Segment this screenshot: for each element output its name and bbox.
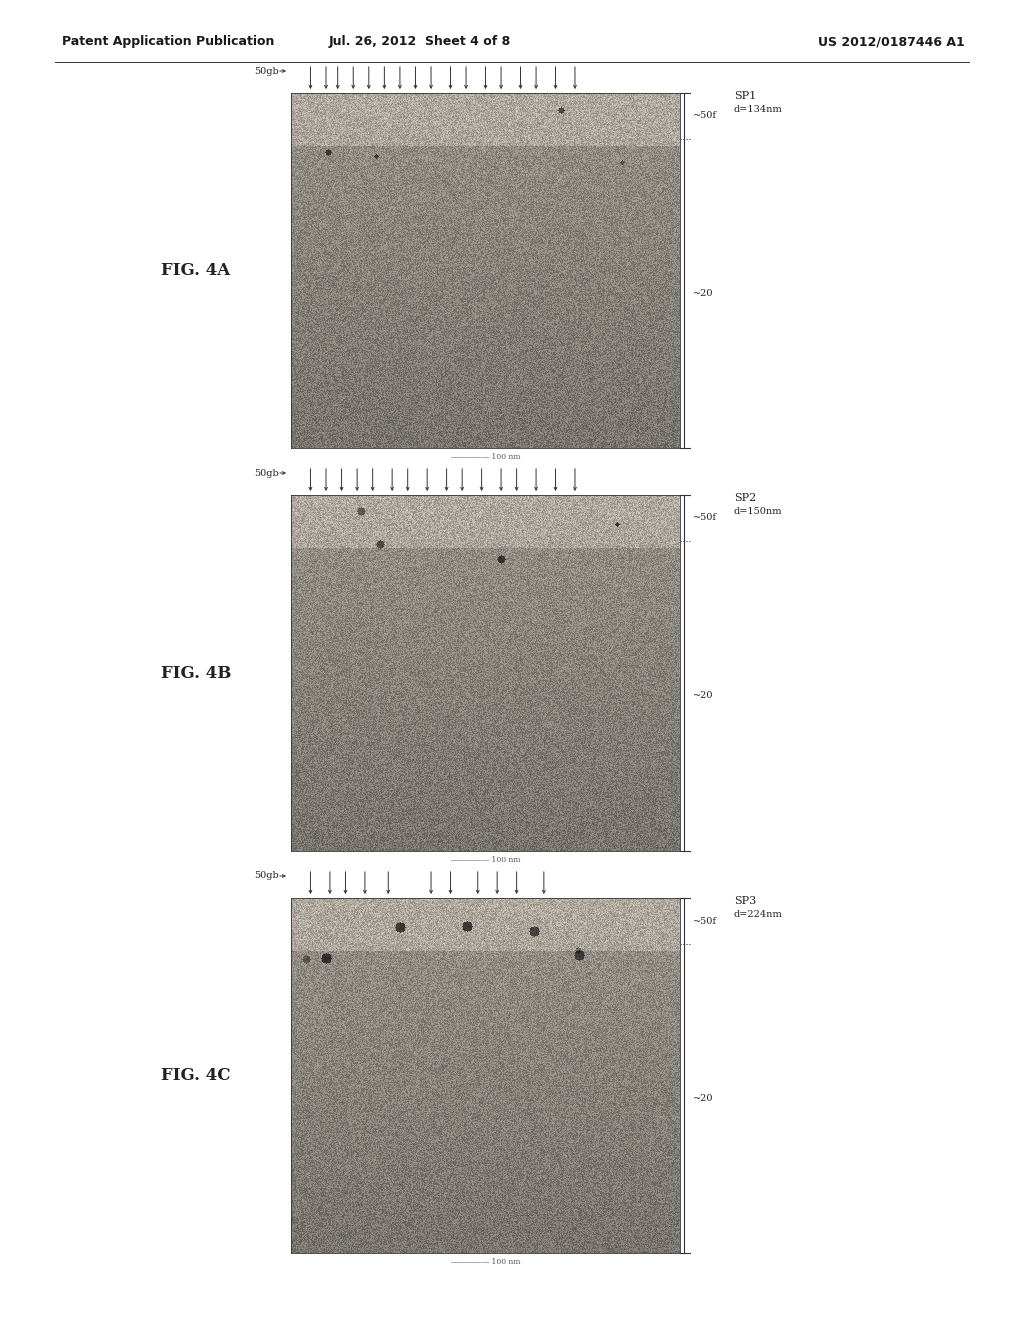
- Text: ~20: ~20: [693, 289, 714, 298]
- Text: ――――― 100 nm: ――――― 100 nm: [451, 1258, 520, 1266]
- Text: US 2012/0187446 A1: US 2012/0187446 A1: [817, 36, 965, 49]
- Text: Jul. 26, 2012  Sheet 4 of 8: Jul. 26, 2012 Sheet 4 of 8: [329, 36, 511, 49]
- Text: SP2: SP2: [734, 492, 757, 503]
- Text: ~20: ~20: [693, 1094, 714, 1104]
- Text: 50gb: 50gb: [254, 66, 279, 75]
- Text: 50gb: 50gb: [254, 469, 279, 478]
- Text: FIG. 4B: FIG. 4B: [161, 664, 231, 681]
- Text: ~50f: ~50f: [693, 111, 717, 120]
- Text: SP1: SP1: [734, 91, 757, 102]
- Text: ~50f: ~50f: [693, 513, 717, 523]
- Text: d=134nm: d=134nm: [734, 106, 782, 114]
- Text: FIG. 4C: FIG. 4C: [161, 1067, 230, 1084]
- Text: SP3: SP3: [734, 896, 757, 906]
- Text: ~20: ~20: [693, 692, 714, 701]
- Text: ――――― 100 nm: ――――― 100 nm: [451, 855, 520, 865]
- Text: ~50f: ~50f: [693, 916, 717, 925]
- Text: Patent Application Publication: Patent Application Publication: [62, 36, 274, 49]
- Text: 50gb: 50gb: [254, 871, 279, 880]
- Text: FIG. 4A: FIG. 4A: [162, 261, 230, 279]
- Text: ――――― 100 nm: ――――― 100 nm: [451, 453, 520, 461]
- Text: d=150nm: d=150nm: [734, 507, 782, 516]
- Text: d=224nm: d=224nm: [734, 909, 782, 919]
